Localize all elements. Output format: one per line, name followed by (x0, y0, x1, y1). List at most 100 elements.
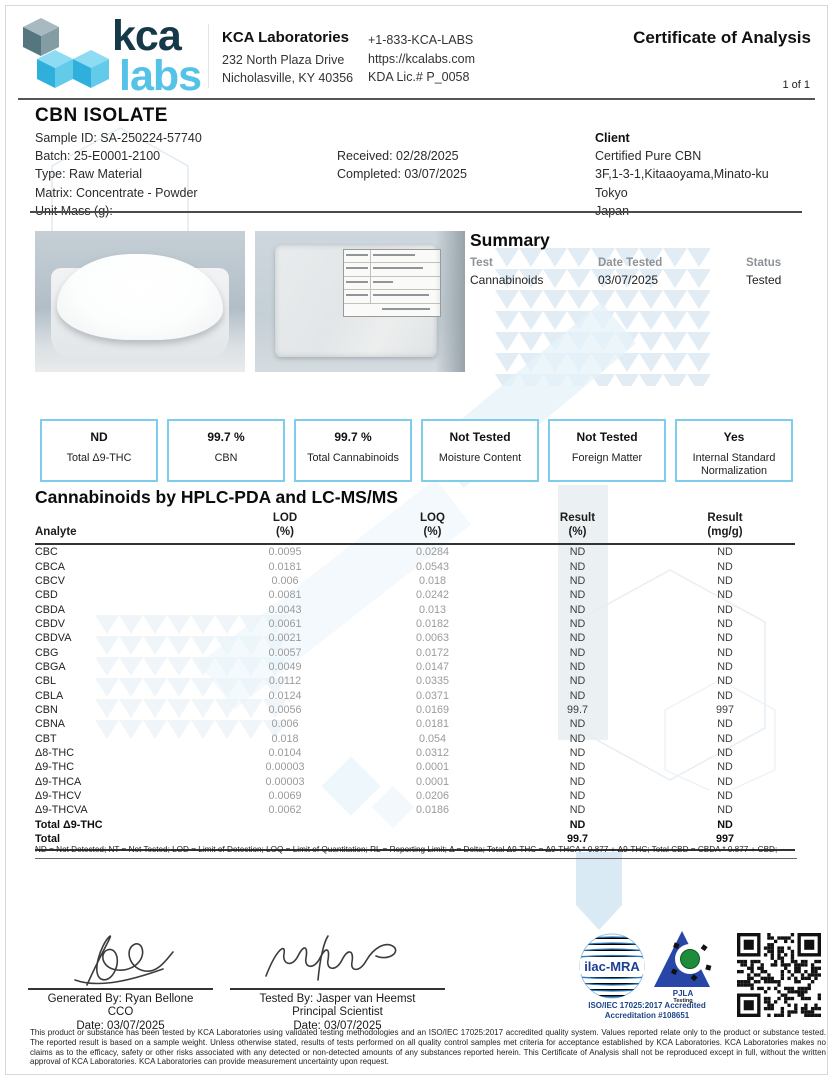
ilac-mra-text: ilac-MRA (584, 959, 640, 974)
analyte-cell: CBG (35, 646, 59, 659)
result-mgg-cell: ND (717, 718, 733, 731)
result-mgg-cell: ND (717, 775, 733, 788)
result-pct-cell: ND (569, 603, 586, 616)
analyte-cell: CBL (35, 675, 57, 688)
table-row: Total Δ9-THC ND ND (35, 818, 795, 832)
iso-line2: Accreditation #108651 (604, 1011, 690, 1020)
loq-cell: 0.0335 (415, 675, 450, 688)
result-mgg-cell: ND (717, 689, 733, 702)
table-row: CBT 0.018 0.054 ND ND (35, 731, 795, 745)
date-received: Received: 02/28/2025 (337, 149, 459, 163)
table-row: Δ9-THC 0.00003 0.0001 ND ND (35, 760, 795, 774)
result-box-label: Internal Standard Normalization (692, 452, 776, 477)
result-pct-cell: ND (569, 675, 586, 688)
result-mgg-cell: ND (717, 546, 733, 559)
result-box-value: Not Tested (576, 430, 638, 444)
result-pct-cell: ND (569, 761, 586, 774)
table-row: CBCA 0.0181 0.0543 ND ND (35, 559, 795, 573)
result-mgg-cell: ND (717, 818, 733, 831)
company-block: KCA Laboratories 232 North Plaza Drive N… (222, 29, 353, 87)
company-name: KCA Laboratories (222, 29, 349, 46)
loq-cell: 0.0206 (415, 790, 450, 803)
result-mgg-cell: 997 (715, 833, 734, 846)
result-mgg-cell: ND (717, 804, 733, 817)
lod-cell: 0.018 (271, 732, 299, 745)
table-header-cell: Result (%) (559, 512, 596, 538)
lod-cell: 0.006 (271, 718, 299, 731)
table-row: CBNA 0.006 0.0181 ND ND (35, 717, 795, 731)
analyte-cell: CBGA (35, 660, 66, 673)
table-row: Δ9-THCVA 0.0062 0.0186 ND ND (35, 803, 795, 817)
loq-cell: 0.0242 (415, 589, 450, 602)
tested-by-title: Principal Scientist (292, 1006, 383, 1019)
analyte-cell: Δ9-THC (35, 761, 75, 774)
lod-cell: 0.0021 (268, 632, 302, 645)
loq-cell: 0.0147 (415, 660, 450, 673)
photo-edge-shadow (435, 231, 465, 372)
result-mgg-cell: ND (717, 574, 733, 587)
sample-batch: Batch: 25-E0001-2100 (35, 149, 161, 164)
loq-cell: 0.0172 (415, 646, 450, 659)
result-box-6: Yes Internal Standard Normalization (675, 419, 793, 482)
powder-mound (57, 254, 223, 340)
result-box-4: Not Tested Moisture Content (421, 419, 539, 482)
iso-line1: ISO/IEC 17025:2017 Accredited (588, 1001, 706, 1010)
result-pct-cell: ND (569, 804, 586, 817)
analyte-cell: Total Δ9-THC (35, 818, 103, 831)
result-box-2: 99.7 % CBN (167, 419, 285, 482)
generated-by-block: Generated By: Ryan Bellone CCO Date: 03/… (28, 993, 213, 1033)
result-pct-cell: ND (569, 546, 586, 559)
analyte-cell: CBNA (35, 718, 65, 731)
lod-cell: 0.0061 (268, 617, 302, 630)
result-pct-cell: ND (569, 632, 586, 645)
result-pct-cell: ND (569, 574, 586, 587)
pjla-sub: Testing (673, 998, 693, 1004)
company-address-line2: Nicholasville, KY 40356 (222, 71, 354, 85)
ilac-mra-logo-icon: ilac-MRA (579, 933, 645, 999)
loq-cell: 0.054 (418, 732, 447, 745)
lod-cell: 0.0056 (268, 703, 302, 716)
result-mgg-cell: ND (717, 617, 733, 630)
tested-by-date: Date: 03/07/2025 (293, 1019, 382, 1032)
sample-matrix: Matrix: Concentrate - Powder (35, 185, 198, 200)
signature-line-left (28, 988, 213, 990)
date-completed: Completed: 03/07/2025 (337, 167, 467, 182)
kca-cubes-logo-icon (23, 18, 109, 88)
result-pct-cell: ND (569, 660, 586, 673)
result-mgg-cell: 997 (715, 703, 734, 716)
analyte-cell: CBT (35, 732, 57, 745)
tested-by-name: Tested By: Jasper van Heemst (259, 993, 416, 1005)
result-pct-cell: ND (569, 818, 586, 831)
result-box-value: Not Tested (449, 430, 511, 444)
page-indicator: 1 of 1 (782, 79, 810, 91)
analyte-cell: Δ9-THCA (35, 775, 82, 788)
loq-cell: 0.0063 (415, 632, 450, 645)
footnote-rule (35, 858, 797, 859)
section-rule (30, 211, 802, 213)
table-row: Δ8-THC 0.0104 0.0312 ND ND (35, 746, 795, 760)
result-pct-cell: ND (569, 589, 586, 602)
analyte-cell: Δ9-THCV (35, 790, 82, 803)
loq-cell: 0.0371 (415, 689, 450, 702)
product-title: CBN ISOLATE (35, 105, 168, 126)
result-pct-cell: ND (569, 746, 586, 759)
result-mgg-cell: ND (717, 732, 733, 745)
header-divider (208, 24, 209, 88)
result-pct-cell: ND (569, 646, 586, 659)
table-row: CBN 0.0056 0.0169 99.7 997 (35, 703, 795, 717)
table-footnote: ND = Not Detected; NT = Not Tested; LOD … (35, 845, 778, 854)
logo-text-kca: kca (112, 12, 182, 60)
watermark-pentagon (576, 852, 622, 930)
lod-cell: 0.006 (271, 574, 299, 587)
summary-date-label: Date Tested (598, 257, 663, 269)
result-mgg-cell: ND (717, 560, 733, 573)
result-pct-cell: 99.7 (566, 833, 588, 846)
company-phone: +1-833-KCA-LABS (368, 33, 474, 47)
table-row: CBL 0.0112 0.0335 ND ND (35, 674, 795, 688)
analyte-cell: CBDVA (35, 632, 72, 645)
loq-cell: 0.013 (418, 603, 447, 616)
signature-generated-by (74, 935, 174, 986)
table-row: CBG 0.0057 0.0172 ND ND (35, 645, 795, 659)
table-body: CBC 0.0095 0.0284 ND ND CBCA 0.0181 0.0543 ND ND C… (35, 545, 795, 852)
analyte-cell: Total (35, 833, 60, 846)
